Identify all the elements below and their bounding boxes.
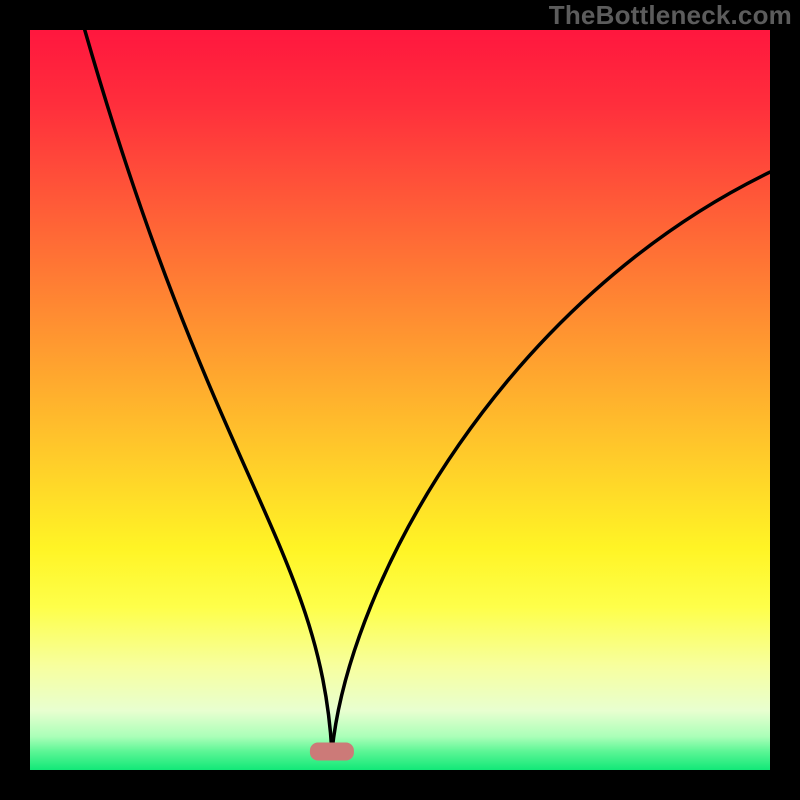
bottleneck-chart-svg (0, 0, 800, 800)
plot-gradient-bg (30, 30, 770, 770)
chart-canvas: TheBottleneck.com (0, 0, 800, 800)
dip-marker (310, 743, 354, 761)
watermark-text: TheBottleneck.com (549, 0, 792, 31)
